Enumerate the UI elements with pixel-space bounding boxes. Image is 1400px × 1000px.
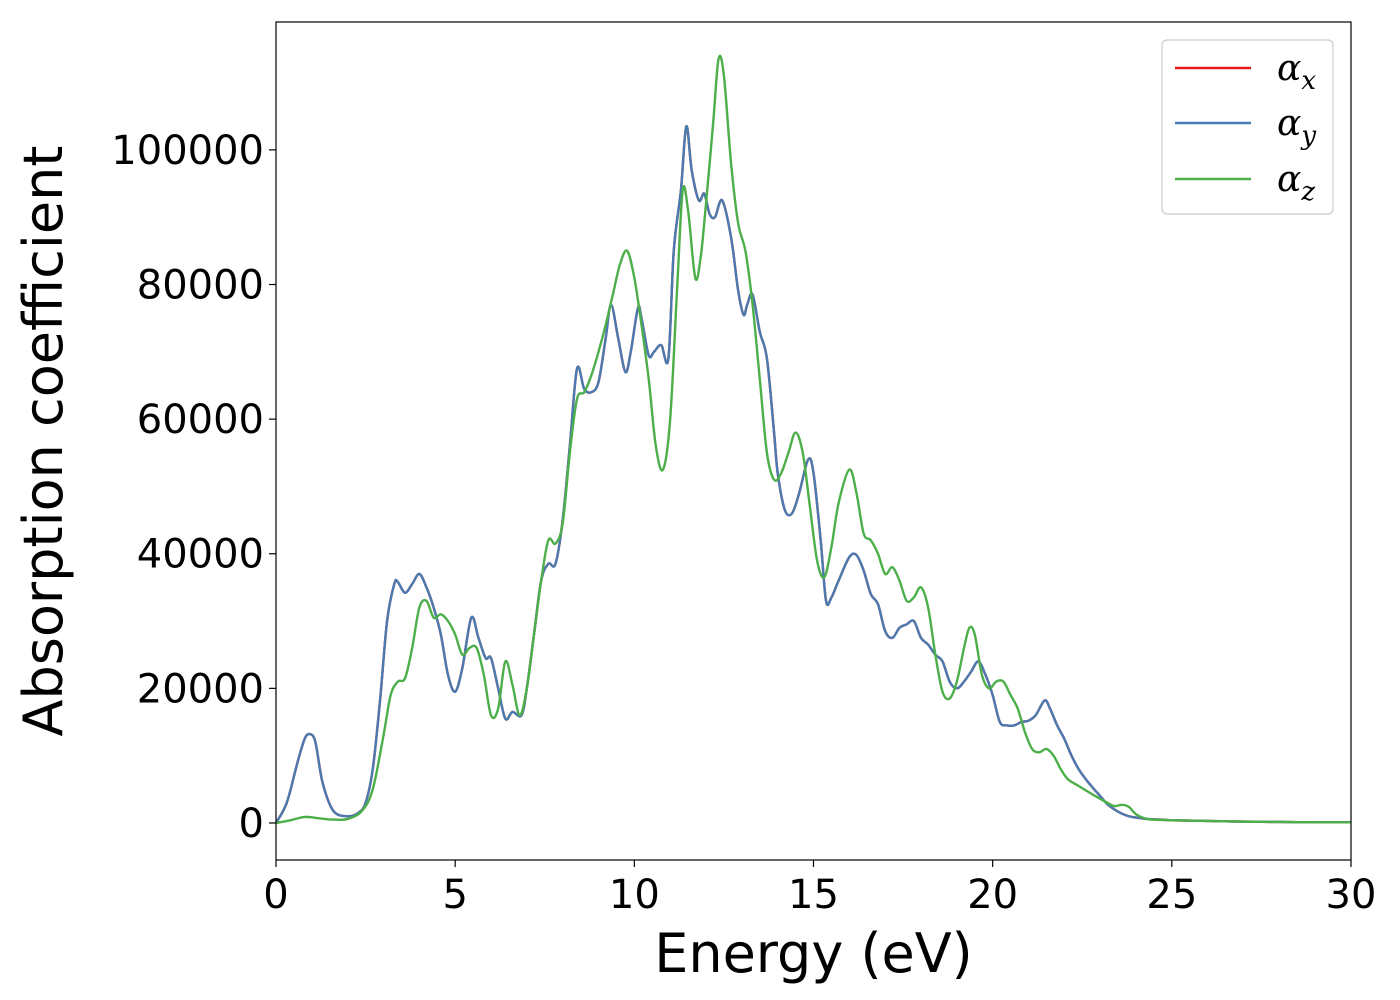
series-layer (276, 54, 1351, 825)
legend-box (1161, 39, 1334, 215)
x-tick-label: 10 (609, 872, 660, 918)
x-axis-title: Energy (eV) (654, 922, 973, 985)
x-tick-label: 20 (967, 872, 1018, 918)
y-axis-title: Absorption coefficient (12, 146, 75, 737)
x-tick-label: 5 (442, 872, 467, 918)
x-tick-label: 0 (263, 872, 288, 918)
y-tick-label: 40000 (137, 532, 264, 578)
legend-label-x: αx (1277, 48, 1316, 96)
y-axis: 0 20000 40000 60000 80000 100000 (111, 128, 276, 847)
y-tick-label: 80000 (137, 263, 264, 309)
series-line-y (276, 125, 1351, 824)
legend: αx αy αz (1161, 39, 1334, 215)
x-tick-label: 30 (1326, 872, 1377, 918)
y-tick-label: 60000 (137, 397, 264, 443)
legend-label-y: αy (1277, 103, 1316, 151)
x-axis: 0 5 10 15 20 25 30 (263, 860, 1376, 918)
y-tick-label: 100000 (111, 128, 264, 174)
y-tick-label: 20000 (137, 666, 264, 712)
legend-label-z: αz (1277, 159, 1315, 207)
x-tick-label: 15 (788, 872, 839, 918)
series-line-z (276, 54, 1351, 825)
y-tick-label: 0 (239, 801, 264, 847)
x-tick-label: 25 (1146, 872, 1197, 918)
